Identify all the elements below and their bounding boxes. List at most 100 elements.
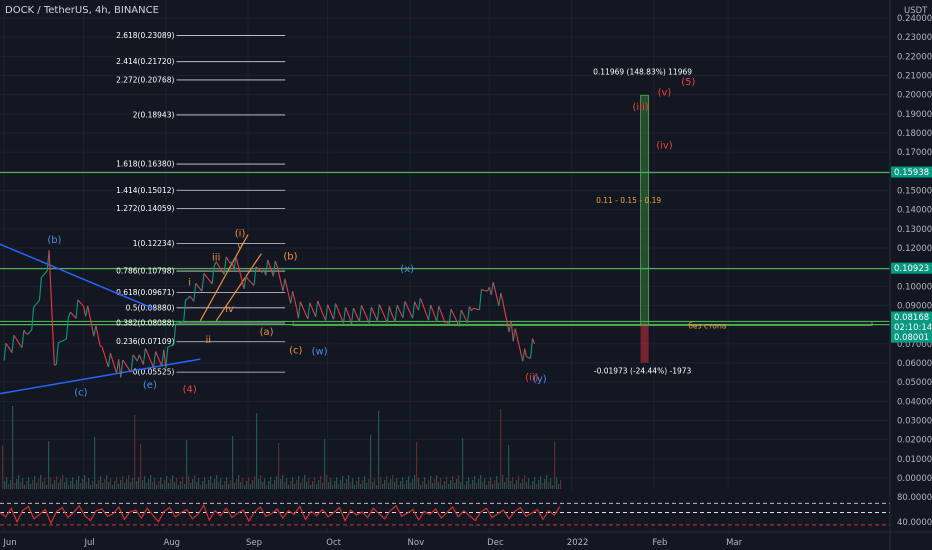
price-segment [360,305,364,311]
wave-label: (a) [260,327,274,338]
price-segment [89,315,93,327]
wave-label: (5) [681,77,695,88]
price-segment [327,304,331,310]
price-segment [118,359,122,378]
volume-bar [236,479,238,489]
price-segment [15,337,19,342]
volume-bar [334,481,336,489]
wave-label: (b) [283,252,297,263]
volume-bar [30,484,32,489]
volume-bar [98,480,100,489]
volume-bar [302,479,304,489]
price-segment [315,300,319,317]
volume-bar [488,481,490,489]
volume-bar [104,479,106,489]
volume-bar [114,481,116,489]
volume-bar [442,485,444,489]
price-segment [529,338,534,359]
volume-bar [20,482,22,489]
volume-bar [448,484,450,489]
price-segment [233,256,237,270]
price-segment [490,282,494,296]
volume-bar [250,484,252,489]
volume-bar [556,477,558,489]
volume-bar [210,476,212,489]
price-segment [189,295,193,299]
volume-bar [512,477,514,489]
volume-bar [134,415,136,489]
volume-bar [140,444,142,489]
volume-bar [518,476,520,489]
volume-bar [478,479,480,489]
volume-bar [52,484,54,489]
volume-bar [248,477,250,489]
volume-bar [318,480,320,489]
volume-bar [366,483,368,489]
measure-down-box [640,324,649,363]
wave-label: (4) [183,385,197,396]
wave-label: (v) [658,88,672,99]
volume-bar [396,478,398,489]
volume-bar [168,483,170,489]
price-segment [163,349,167,369]
volume-bar [76,480,78,489]
volume-bar [454,483,456,489]
volume-bar [128,475,130,489]
price-segment [195,282,199,287]
volume-bar [74,484,76,489]
volume-bar [62,475,64,489]
volume-bar [526,482,528,489]
volume-bar [528,478,530,489]
trend-line [0,358,201,395]
volume-bar [184,484,186,489]
volume-bar [414,475,416,489]
volume-bar [34,476,36,489]
volume-bar [316,484,318,489]
price-tick-label: 0.03000 [897,417,932,427]
price-tick-label: 0.05000 [897,378,932,388]
volume-bar [552,485,554,489]
price-segment [522,348,526,362]
price-segment [526,356,529,359]
price-segment [99,345,103,348]
volume-bar [154,478,156,489]
price-axis[interactable]: 0.24000 0.23000 0.22000 0.21000 0.20000 0.190… [889,0,932,550]
price-segment [197,285,201,289]
volume-bar [138,477,140,489]
volume-bar [72,477,74,489]
time-tick-label: Oct [326,538,341,548]
price-segment [5,342,9,347]
price-segment [504,311,508,322]
price-segment [329,309,333,315]
price-segment [31,306,35,330]
fib-level-label: 2.272(0.20768) [116,75,174,84]
price-segment [448,309,452,326]
price-tick-label: 0.20000 [897,91,932,101]
volume-bar [522,479,524,489]
volume-bar [92,481,94,489]
volume-bar [260,475,262,489]
volume-bar [504,482,506,489]
price-segment [21,330,25,348]
volume-bar [338,484,340,489]
volume-bar [192,479,194,489]
price-segment [153,351,157,368]
price-segment [157,356,161,362]
volume-bar [254,476,256,489]
price-segment [294,299,298,308]
price-tick-label: 0.21000 [897,72,932,82]
volume-bar [308,478,310,489]
volume-bar [452,476,454,489]
volume-bar [86,482,88,489]
volume-bar [116,477,118,489]
volume-bar [172,475,174,489]
price-segment [245,275,249,280]
volume-bar [382,484,384,489]
price-segment [311,306,315,313]
price-segment [307,302,311,320]
volume-bar [298,476,300,489]
wave-label: (iv) [656,140,673,151]
price-segment [286,286,290,296]
time-axis[interactable]: Jun Jul Aug Sep Oct Nov Dec 2022 Feb Mar [0,531,932,548]
